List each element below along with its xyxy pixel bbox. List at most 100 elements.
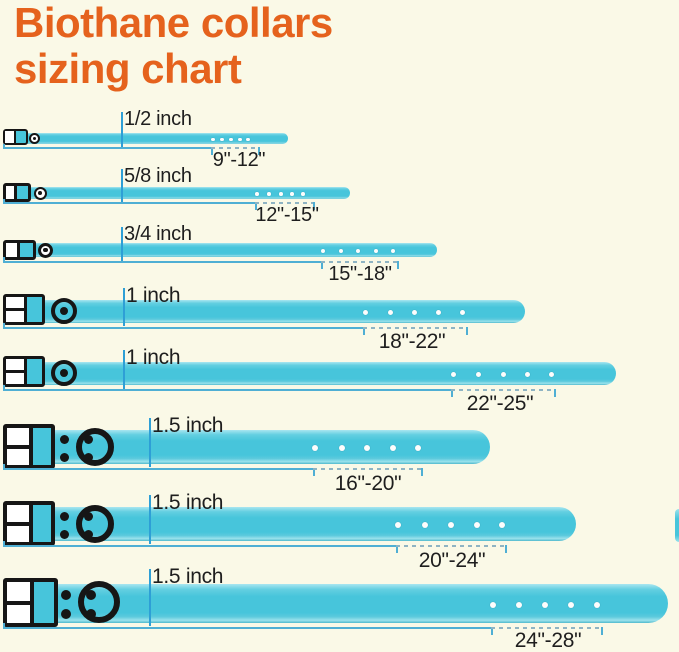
collar-strap xyxy=(6,300,525,323)
collar-hole xyxy=(516,601,522,608)
size-range-label: 20"-24" xyxy=(418,549,486,572)
collar-hole xyxy=(290,192,294,196)
dimension-line xyxy=(3,627,491,629)
buckle-rivet xyxy=(59,434,69,444)
dimension-tick-end xyxy=(466,327,468,335)
collar-hole xyxy=(356,249,360,253)
collar-hole xyxy=(279,192,283,196)
dimension-left-stub xyxy=(3,257,5,263)
buckle-rivet xyxy=(59,452,69,462)
width-label: 1/2 inch xyxy=(124,108,192,130)
chart-title-line1: Biothane collars xyxy=(14,0,333,46)
dimension-tick-start xyxy=(363,327,365,335)
dimension-tick-end xyxy=(397,261,399,269)
dimension-tick-start xyxy=(396,545,398,553)
dimension-tick-end xyxy=(601,627,603,635)
width-label-pointer-line xyxy=(121,169,123,203)
dimension-line xyxy=(3,327,363,329)
collar-hole xyxy=(255,192,259,196)
dimension-dashed-line xyxy=(313,468,421,470)
collar-hole xyxy=(450,372,456,377)
width-label-pointer-line xyxy=(149,495,151,544)
buckle-frame xyxy=(3,578,58,627)
dimension-tick-end xyxy=(421,468,423,476)
ring-pin-dot xyxy=(38,191,42,195)
dimension-dashed-line xyxy=(255,202,313,204)
chart-title-line2: sizing chart xyxy=(14,45,242,92)
width-label-pointer-line xyxy=(121,227,123,262)
chart-title: Biothane collars sizing chart xyxy=(14,0,333,92)
dimension-tick-end xyxy=(505,545,507,553)
buckle-rivet xyxy=(61,609,71,619)
dimension-line xyxy=(3,468,313,470)
size-range-label: 15"-18" xyxy=(328,263,392,285)
width-label-pointer-line xyxy=(149,418,151,467)
buckle-slot xyxy=(5,131,16,143)
collar-hole xyxy=(387,310,393,315)
dimension-tick-end xyxy=(313,202,315,210)
collar-hole xyxy=(435,310,441,315)
buckle-frame xyxy=(3,183,31,202)
size-range-label: 9"-12" xyxy=(212,149,266,171)
dimension-line xyxy=(3,545,396,547)
dimension-dashed-line xyxy=(491,627,601,629)
size-range-label: 24"-28" xyxy=(514,629,582,652)
collar-hole xyxy=(267,192,271,196)
dimension-dashed-line xyxy=(451,389,554,391)
width-label: 1.5 inch xyxy=(152,491,224,514)
width-label: 1.5 inch xyxy=(152,414,224,437)
width-label-pointer-line xyxy=(149,569,151,626)
dimension-left-stub xyxy=(3,199,5,204)
collar-hole xyxy=(312,445,318,451)
width-label: 1 inch xyxy=(126,346,181,369)
collar-hole xyxy=(362,310,368,315)
width-label: 5/8 inch xyxy=(124,165,192,187)
buckle-crossbar xyxy=(6,307,27,312)
collar-hole xyxy=(475,372,481,377)
dimension-tick-start xyxy=(313,468,315,476)
dimension-line xyxy=(3,147,211,149)
buckle-crossbar xyxy=(7,600,35,605)
collar-hole xyxy=(415,445,421,451)
buckle-rivet xyxy=(61,590,71,600)
buckle-frame xyxy=(3,424,55,469)
dimension-tick-start xyxy=(491,627,493,635)
collar-hole xyxy=(542,601,548,608)
buckle-crossbar xyxy=(6,369,27,374)
dimension-tick-end xyxy=(554,389,556,397)
buckle-frame xyxy=(3,240,36,260)
size-range-label: 16"-20" xyxy=(334,472,402,495)
buckle-crossbar xyxy=(7,444,33,449)
collar-hole xyxy=(524,372,530,377)
ring-pin-dot xyxy=(43,247,48,253)
dimension-tick-start xyxy=(451,389,453,397)
dimension-left-stub xyxy=(3,323,5,329)
collar-hole xyxy=(364,445,370,451)
collar-hole xyxy=(422,522,428,528)
buckle-frame xyxy=(3,129,28,145)
collar-hole xyxy=(459,310,465,315)
buckle-slot xyxy=(6,243,21,257)
edge-collar-fragment xyxy=(675,509,679,542)
collar-hole xyxy=(499,522,505,528)
buckle-crossbar xyxy=(7,521,33,526)
width-label: 1 inch xyxy=(126,284,181,307)
buckle-frame xyxy=(3,356,45,387)
width-label-pointer-line xyxy=(121,112,123,147)
width-label-pointer-line xyxy=(123,350,125,389)
dimension-dashed-line xyxy=(363,327,466,329)
dimension-dashed-line xyxy=(211,147,258,149)
ring-pin-dot xyxy=(60,307,68,315)
dimension-tick-start xyxy=(211,147,213,155)
d-ring-icon xyxy=(76,428,114,466)
dimension-left-stub xyxy=(3,385,5,391)
ring-pin-dot xyxy=(60,369,68,377)
width-label: 3/4 inch xyxy=(124,223,192,245)
buckle-rivet xyxy=(59,511,69,521)
collar-hole xyxy=(339,249,343,253)
collar-hole xyxy=(301,192,305,196)
collar-hole xyxy=(594,601,600,608)
buckle-rivet xyxy=(59,529,69,539)
dimension-left-stub xyxy=(3,464,5,470)
